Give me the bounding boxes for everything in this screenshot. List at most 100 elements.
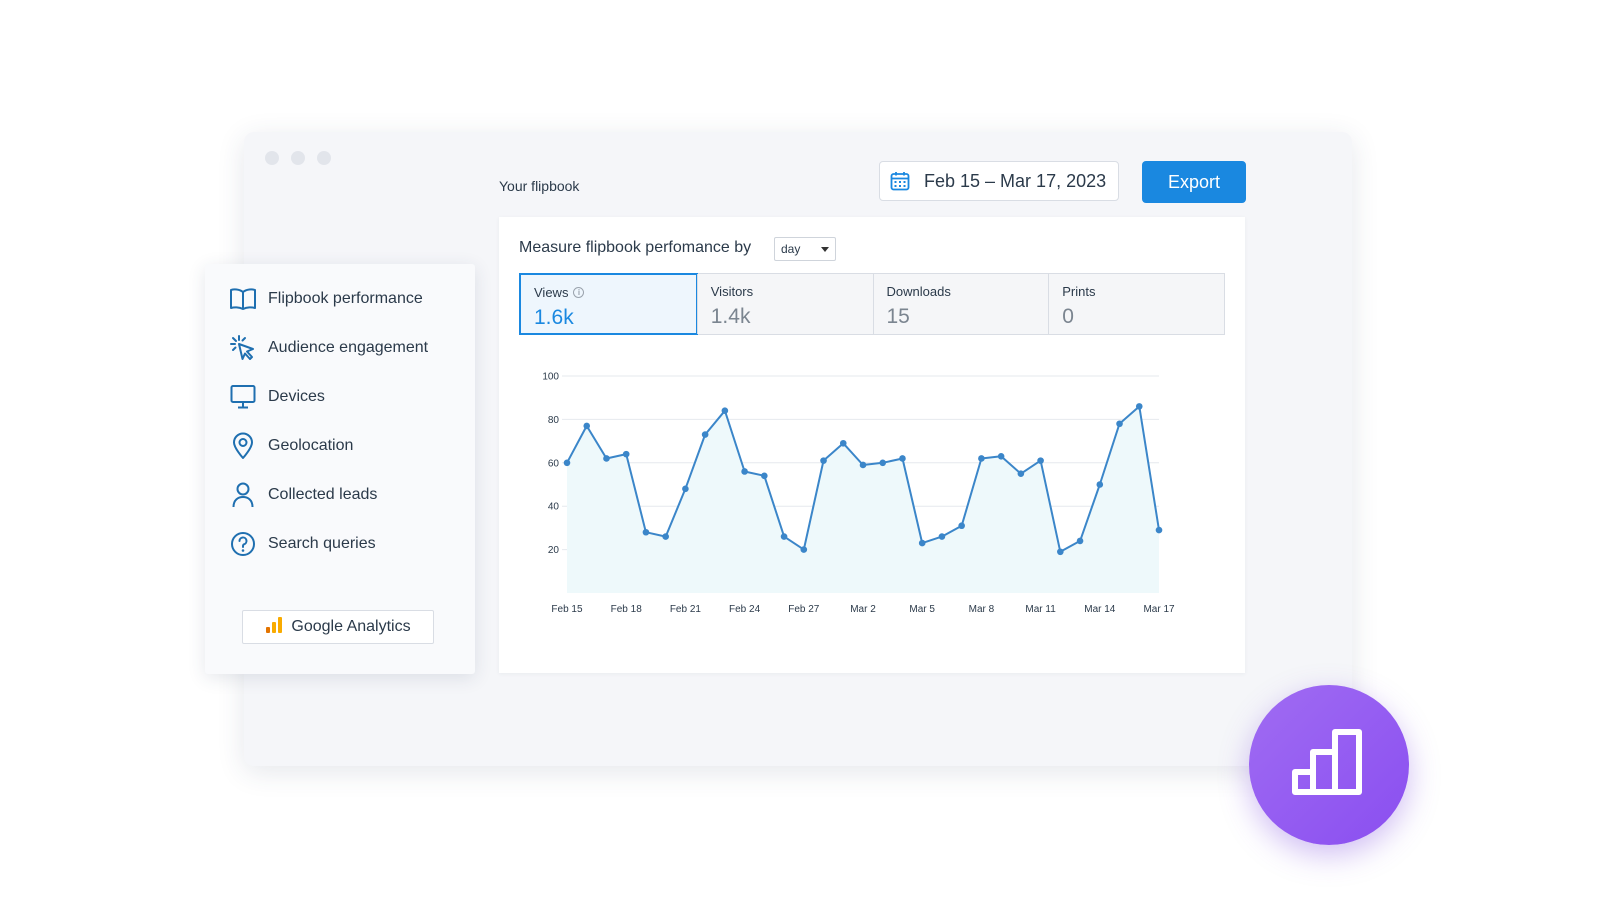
cursor-click-icon xyxy=(229,334,257,362)
data-point xyxy=(1017,470,1025,477)
stats-tabs: Views i 1.6k Visitors 1.4k Downloads 15 P… xyxy=(519,273,1225,335)
data-point xyxy=(839,439,847,447)
stat-value: 1.4k xyxy=(710,305,751,328)
stat-tab-downloads[interactable]: Downloads 15 xyxy=(872,274,1049,334)
x-tick-label: Feb 15 xyxy=(551,604,583,615)
views-chart: 20 40 60 80 100 Feb 15 Feb 18 Feb 21 Feb 24 Feb 2… xyxy=(542,372,1175,616)
calendar-icon xyxy=(890,171,910,191)
y-tick-label: 60 xyxy=(548,458,560,469)
sidebar-item-label: Devices xyxy=(268,388,325,405)
data-point xyxy=(563,459,571,467)
data-point xyxy=(642,528,650,536)
data-point xyxy=(859,461,867,469)
stat-label: Downloads xyxy=(886,284,951,299)
data-point xyxy=(879,459,887,467)
stat-label: Prints xyxy=(1062,284,1096,299)
google-analytics-label: Google Analytics xyxy=(291,618,411,635)
granularity-value: day xyxy=(781,242,801,256)
stat-label: Visitors xyxy=(710,284,754,299)
data-point xyxy=(958,522,965,530)
data-point xyxy=(918,539,926,547)
sidebar-item-geolocation[interactable]: Geolocation xyxy=(229,432,353,460)
stat-tab-prints[interactable]: Prints 0 xyxy=(1048,274,1224,334)
data-point xyxy=(583,422,591,430)
x-tick-label: Feb 21 xyxy=(670,604,702,615)
data-point xyxy=(1135,403,1143,410)
book-icon xyxy=(229,285,257,313)
caret-down-icon xyxy=(821,247,829,252)
x-tick-label: Mar 14 xyxy=(1084,604,1116,615)
data-point xyxy=(1155,526,1163,534)
user-icon xyxy=(229,481,257,509)
measure-label: Measure flipbook perfomance by xyxy=(519,239,752,256)
x-tick-label: Mar 2 xyxy=(850,604,876,615)
stat-value: 15 xyxy=(886,305,910,328)
stat-tab-visitors[interactable]: Visitors 1.4k xyxy=(696,274,873,334)
data-point xyxy=(662,533,669,540)
x-tick-label: Feb 18 xyxy=(611,604,643,615)
sidebar-item-label: Flipbook performance xyxy=(268,290,423,307)
area-fill xyxy=(567,406,1159,593)
data-point xyxy=(800,546,808,553)
y-tick-label: 80 xyxy=(548,415,560,426)
analytics-badge xyxy=(1249,685,1409,845)
x-tick-label: Feb 24 xyxy=(729,604,761,615)
x-tick-label: Mar 17 xyxy=(1143,604,1175,615)
x-tick-label: Mar 8 xyxy=(969,604,995,615)
bar-chart-icon xyxy=(1289,728,1369,803)
data-point xyxy=(1116,420,1123,428)
stat-tab-views[interactable]: Views i 1.6k xyxy=(519,273,698,335)
data-point xyxy=(820,457,827,464)
data-point xyxy=(741,468,748,475)
y-tick-label: 40 xyxy=(548,502,560,513)
data-point xyxy=(721,407,729,415)
sidebar-item-label: Audience engagement xyxy=(268,339,429,356)
window-dot xyxy=(291,151,305,165)
sidebar-item-label: Geolocation xyxy=(268,437,354,454)
data-point xyxy=(622,450,630,458)
x-tick-label: Feb 27 xyxy=(788,604,820,615)
granularity-select[interactable]: day xyxy=(774,237,836,261)
sidebar-item-flipbook-performance[interactable]: Flipbook performance xyxy=(229,285,423,313)
window-dot xyxy=(265,151,279,165)
sidebar-item-collected-leads[interactable]: Collected leads xyxy=(229,481,377,509)
performance-panel: Measure flipbook perfomance by day Views… xyxy=(499,217,1245,673)
date-range-text: Feb 15 – Mar 17, 2023 xyxy=(924,170,1107,191)
x-tick-label: Mar 5 xyxy=(909,604,935,615)
window-dot xyxy=(317,151,331,165)
export-button[interactable]: Export xyxy=(1142,161,1246,203)
data-point xyxy=(1076,537,1084,545)
sidebar-item-devices[interactable]: Devices xyxy=(229,383,325,411)
date-range-picker[interactable]: Feb 15 – Mar 17, 2023 xyxy=(879,161,1119,201)
stat-label: Views xyxy=(534,285,569,300)
monitor-icon xyxy=(229,383,257,411)
google-analytics-button[interactable]: Google Analytics xyxy=(242,610,434,644)
data-point xyxy=(1057,548,1064,556)
x-tick-label: Mar 11 xyxy=(1025,604,1056,615)
google-analytics-icon xyxy=(265,616,283,639)
sidebar-item-search-queries[interactable]: Search queries xyxy=(229,530,376,558)
flipbook-label: Your flipbook xyxy=(499,178,580,194)
data-point xyxy=(701,431,709,438)
stat-value: 1.6k xyxy=(534,306,574,329)
stat-value: 0 xyxy=(1062,305,1074,328)
data-point xyxy=(780,533,788,540)
sidebar-item-label: Collected leads xyxy=(268,486,378,503)
data-point xyxy=(997,452,1005,460)
sidebar-item-label: Search queries xyxy=(268,535,376,552)
sidebar-item-audience-engagement[interactable]: Audience engagement xyxy=(229,334,428,362)
info-icon[interactable]: i xyxy=(573,287,585,298)
data-point xyxy=(1096,481,1104,488)
data-point xyxy=(603,455,610,462)
location-pin-icon xyxy=(229,432,257,460)
y-tick-label: 100 xyxy=(542,372,559,383)
data-point xyxy=(761,472,768,480)
data-point xyxy=(682,485,689,493)
data-point xyxy=(1037,457,1044,464)
analytics-sidebar: Flipbook performance Audience engagement… xyxy=(205,264,475,674)
data-point xyxy=(899,455,906,462)
data-point xyxy=(938,533,946,540)
question-circle-icon xyxy=(229,530,257,558)
data-point xyxy=(978,455,985,462)
y-tick-label: 20 xyxy=(548,545,560,556)
